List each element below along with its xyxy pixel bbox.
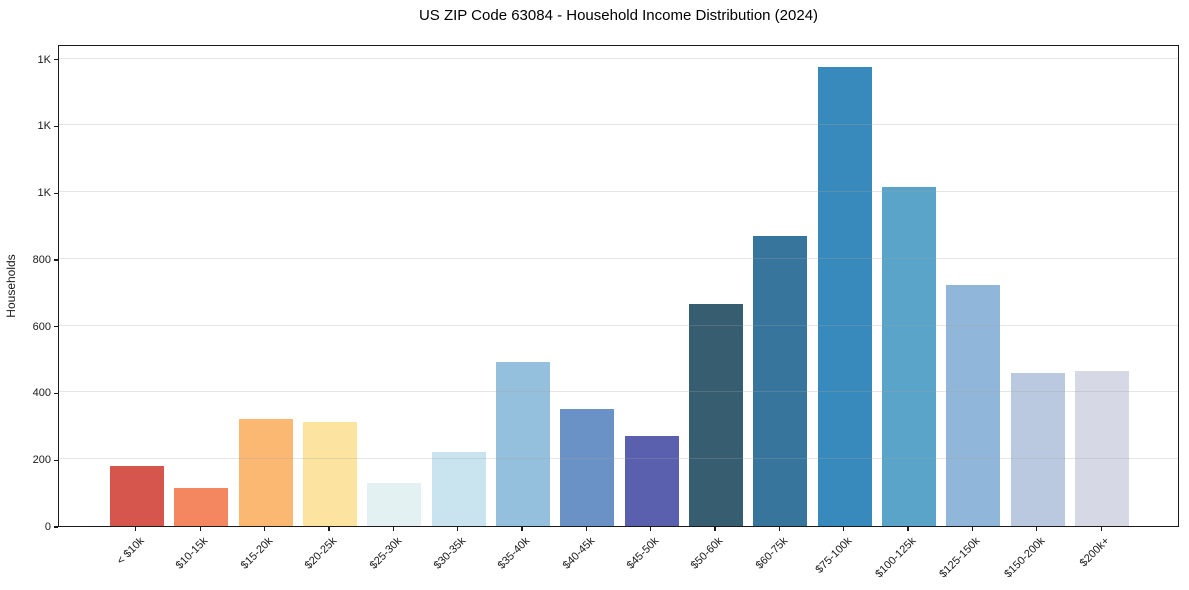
y-tick-mark: [54, 392, 58, 395]
x-tick-mark: [392, 527, 394, 531]
y-tick-label: 1K: [37, 187, 51, 200]
y-tick-mark: [54, 459, 58, 461]
x-tick-mark: [585, 527, 587, 531]
x-tick-mark: [907, 527, 909, 531]
bar-$20-25k: [302, 422, 357, 526]
x-tick-label: $15-20k: [238, 535, 276, 572]
bar-$45-50k: [624, 435, 679, 526]
x-tick-mark: [328, 527, 330, 531]
y-tick-mark: [54, 59, 58, 61]
x-tick-label: $100-125k: [873, 535, 919, 581]
y-tick-label: 600: [32, 320, 51, 333]
x-tick-label: $35-40k: [495, 535, 533, 572]
gridline: [59, 124, 1178, 126]
x-tick-label: $50-60k: [688, 535, 726, 572]
y-tick-mark: [54, 326, 58, 328]
bar-$100-125k: [882, 186, 937, 526]
gridline: [59, 257, 1178, 259]
x-tick-label: $200k+: [1077, 535, 1112, 570]
bar-$10-15k: [174, 487, 229, 526]
x-tick-label: $125-150k: [937, 535, 983, 581]
x-tick-label: $25-30k: [367, 535, 404, 572]
gridline: [59, 324, 1178, 326]
bar-$40-45k: [560, 409, 615, 526]
y-tick-mark: [54, 125, 58, 128]
y-tick-label: 1K: [37, 120, 51, 133]
x-tick-mark: [263, 527, 266, 531]
x-tick-mark: [1100, 527, 1102, 531]
bar-$35-40k: [495, 361, 550, 526]
bar-$25-30k: [367, 482, 422, 526]
x-tick-label: $40-45k: [560, 535, 597, 572]
x-tick-mark: [135, 527, 137, 531]
x-tick-mark: [521, 527, 523, 531]
bar-< $10k: [109, 466, 164, 526]
x-tick-label: < $10k: [114, 535, 147, 568]
y-tick-label: 1K: [37, 53, 51, 66]
bar-$50-60k: [689, 304, 744, 526]
gridline: [59, 458, 1178, 460]
x-tick-mark: [1036, 527, 1038, 531]
x-tick-label: $10-15k: [174, 535, 211, 572]
x-tick-mark: [843, 527, 845, 531]
chart-title: US ZIP Code 63084 - Household Income Dis…: [418, 7, 819, 24]
bar-$30-35k: [431, 452, 486, 526]
x-tick-label: $60-75k: [753, 535, 790, 572]
x-tick-mark: [457, 527, 459, 531]
bar-$200k+: [1075, 371, 1130, 526]
x-tick-label: $20-25k: [302, 535, 340, 572]
y-tick-mark: [54, 192, 58, 194]
y-tick-label: 0: [44, 521, 51, 533]
y-tick-label: 200: [32, 454, 51, 467]
bar-$125-150k: [946, 285, 1001, 526]
gridline: [59, 57, 1178, 59]
x-tick-mark: [971, 527, 974, 531]
x-tick-mark: [714, 527, 716, 531]
y-tick-label: 400: [32, 387, 51, 400]
x-tick-label: $75-100k: [813, 535, 855, 576]
x-tick-label: $150-200k: [1002, 535, 1048, 581]
x-tick-mark: [199, 527, 201, 531]
x-tick-mark: [778, 527, 780, 531]
gridline: [59, 391, 1178, 393]
y-tick-mark: [54, 526, 58, 528]
x-tick-mark: [650, 527, 652, 531]
gridline: [59, 191, 1178, 193]
bar-$60-75k: [753, 236, 808, 526]
plot-area: [58, 45, 1179, 527]
y-tick-mark: [54, 259, 58, 261]
x-tick-label: $30-35k: [431, 535, 469, 572]
bar-$15-20k: [238, 418, 293, 526]
bar-$150-200k: [1010, 373, 1065, 526]
bar-$75-100k: [817, 67, 872, 526]
x-tick-label: $45-50k: [624, 535, 662, 572]
y-tick-label: 800: [32, 253, 51, 266]
